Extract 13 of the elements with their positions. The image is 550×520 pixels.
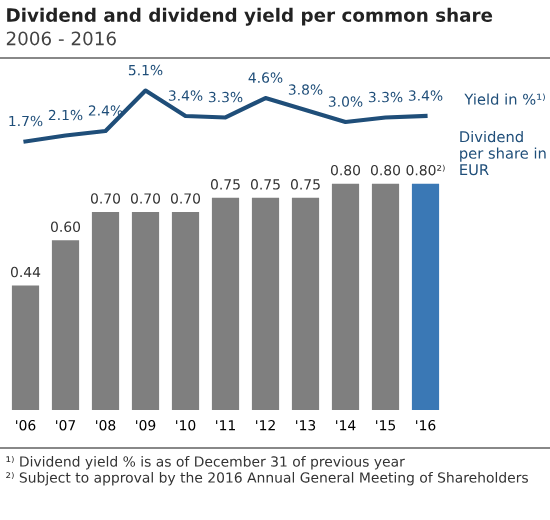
bar (331, 183, 360, 410)
bar (211, 197, 240, 410)
bar (51, 240, 80, 410)
bar (371, 183, 400, 410)
bar (171, 211, 200, 410)
bar (251, 197, 280, 410)
bar (131, 211, 160, 410)
bar (91, 211, 120, 410)
bar (11, 285, 40, 410)
bar (411, 183, 440, 410)
chart-subtitle: 2006 - 2016 (6, 31, 116, 46)
chart-title: Dividend and dividend yield per common share (7, 7, 493, 26)
bar (291, 197, 320, 410)
